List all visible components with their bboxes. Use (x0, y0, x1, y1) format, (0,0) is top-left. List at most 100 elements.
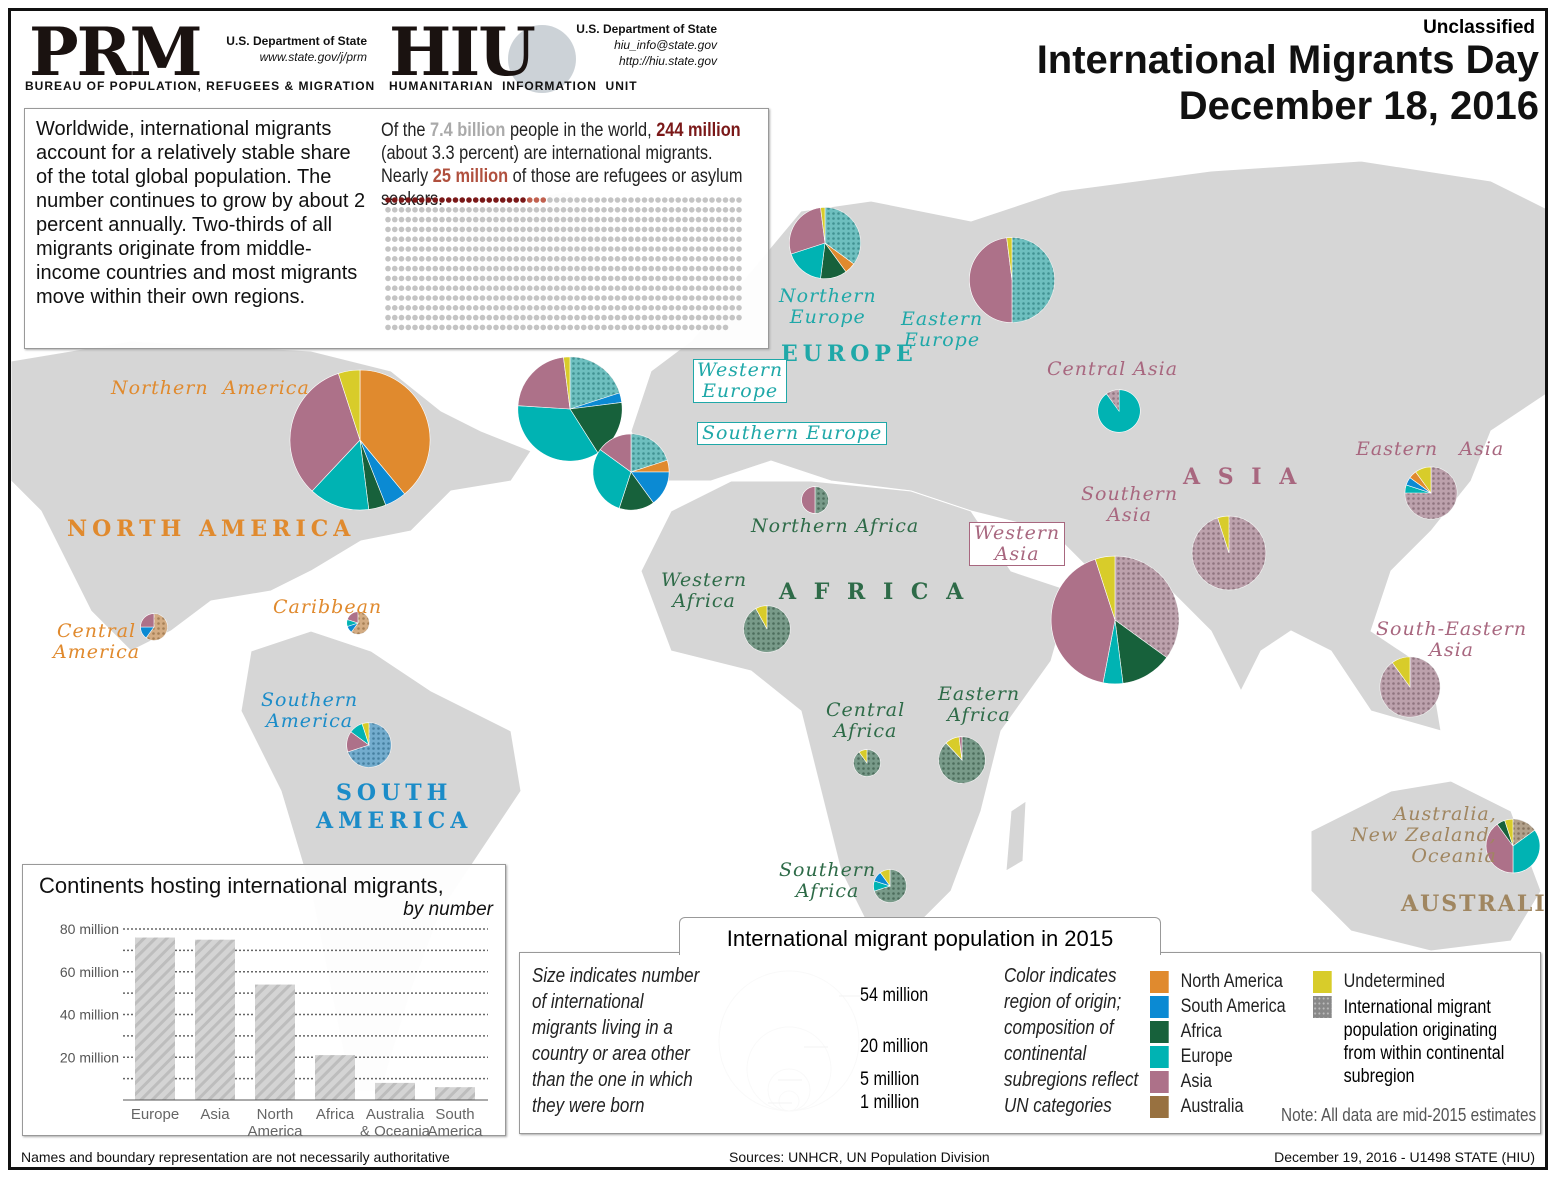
population-dot (493, 256, 499, 262)
population-dot (405, 324, 412, 331)
population-dot (601, 216, 607, 223)
color-swatch (1150, 1070, 1169, 1093)
population-dot (533, 226, 540, 233)
population-dot (655, 236, 661, 242)
population-dot (621, 285, 628, 291)
population-dot (513, 324, 520, 331)
population-dot (560, 207, 567, 213)
population-dot (675, 314, 682, 321)
label-south-america-1: SOUTH (335, 780, 453, 806)
population-dot (594, 265, 601, 272)
population-dot (526, 226, 533, 233)
population-dot (506, 285, 513, 291)
population-dot (472, 305, 479, 311)
population-dot (709, 246, 715, 252)
population-dot (715, 246, 722, 252)
population-dot (533, 324, 540, 331)
population-dot (445, 275, 452, 282)
population-dot (560, 324, 567, 331)
population-dot (412, 265, 418, 272)
population-dot (547, 216, 553, 223)
population-dot (459, 236, 466, 242)
population-dot (675, 295, 682, 301)
population-dot (574, 295, 580, 301)
population-dot (493, 275, 499, 282)
population-dot (520, 246, 526, 252)
population-dot (540, 324, 547, 331)
population-dot (607, 265, 614, 272)
population-dot (709, 236, 715, 242)
label-caribbean: Caribbean (273, 596, 383, 618)
population-dot (729, 314, 736, 321)
population-dot (729, 216, 736, 223)
population-dot (432, 246, 439, 252)
population-dot (661, 275, 668, 282)
label-eastern-asia: Eastern Asia (1356, 438, 1505, 460)
pie-slice (1050, 558, 1116, 684)
population-dot (715, 226, 722, 233)
population-dot (682, 207, 688, 213)
pie-slice-within (1115, 556, 1179, 658)
population-dot (499, 324, 506, 331)
land-masses (11, 160, 1545, 1092)
population-dot (547, 207, 553, 213)
population-dot (466, 305, 472, 311)
population-dot (452, 314, 459, 321)
population-dot (439, 285, 445, 291)
population-dot (493, 305, 499, 311)
population-dot (486, 216, 493, 223)
population-dot (580, 226, 587, 233)
legend-color-text: Color indicates region of origin; compos… (1004, 965, 1139, 1117)
y-tick-label: 80 million (60, 921, 119, 937)
prm-url[interactable]: www.state.gov/j/prm (259, 50, 367, 64)
prm-logo: PRM (29, 13, 203, 91)
legend-item: Asia (1150, 1069, 1286, 1094)
size-54: 54 million (860, 985, 929, 1006)
population-dot (655, 207, 661, 213)
population-dot (385, 285, 391, 291)
population-dot (513, 207, 520, 213)
population-dot (641, 265, 648, 272)
population-dot (506, 236, 513, 242)
population-dot (418, 216, 425, 223)
population-dot (472, 226, 479, 233)
pie-charts (140, 207, 1541, 903)
population-dot (641, 207, 648, 213)
population-dot (614, 246, 621, 252)
population-dot (459, 324, 466, 331)
population-dot (702, 324, 709, 331)
population-dot (695, 246, 702, 252)
population-dot (486, 305, 493, 311)
population-dot (391, 216, 398, 223)
population-dot (493, 246, 499, 252)
label-australia: AUSTRALIA (1401, 891, 1547, 917)
size-5: 5 million (860, 1069, 920, 1090)
color-swatch (1150, 1020, 1169, 1043)
population-dot (709, 256, 715, 262)
population-dot (614, 305, 621, 311)
hiu-email[interactable]: hiu_info@state.gov (614, 38, 717, 52)
population-dot (648, 314, 655, 321)
population-dot (607, 275, 614, 282)
population-dot (445, 197, 452, 203)
population-dot (634, 226, 641, 233)
population-dot (452, 207, 459, 213)
population-dot (682, 305, 688, 311)
population-dot (567, 207, 574, 213)
population-dot (499, 265, 506, 272)
population-dot (634, 305, 641, 311)
population-dot (560, 314, 567, 321)
population-dot (499, 285, 506, 291)
pie-southern-asia (1191, 515, 1267, 591)
population-dot (445, 314, 452, 321)
population-dot (614, 197, 621, 203)
population-dot (547, 305, 553, 311)
population-dot (567, 305, 574, 311)
population-dot (601, 275, 607, 282)
population-dot (412, 207, 418, 213)
population-dot (506, 197, 513, 203)
population-dot (634, 285, 641, 291)
hiu-url[interactable]: http://hiu.state.gov (618, 54, 717, 68)
population-dot (648, 246, 655, 252)
population-dot (418, 246, 425, 252)
